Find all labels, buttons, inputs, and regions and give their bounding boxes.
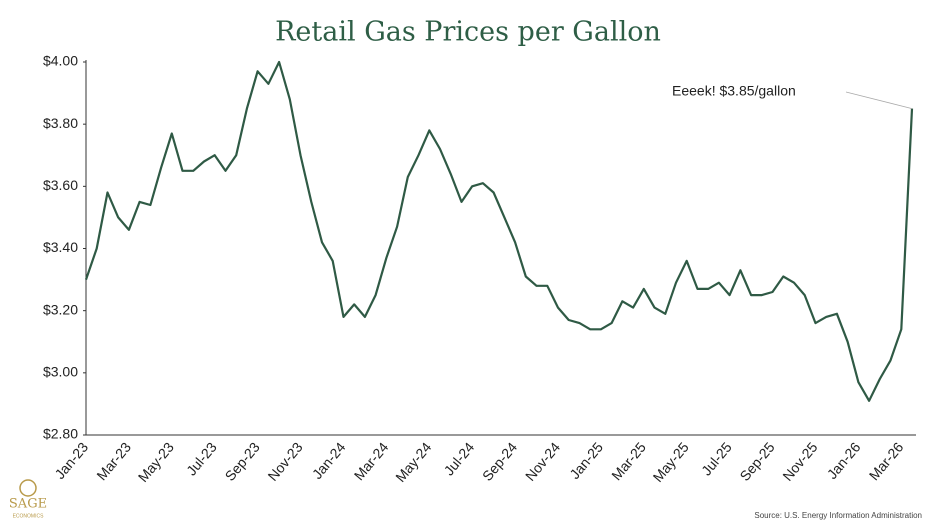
- y-tick-label: $2.80: [43, 426, 78, 442]
- source: Source: U.S. Energy Information Administ…: [754, 511, 922, 520]
- y-tick-label: $3.40: [43, 239, 78, 255]
- x-tick-label: Nov-25: [779, 439, 820, 484]
- x-tick-label: Mar-24: [351, 439, 392, 483]
- x-tick-label: May-23: [135, 439, 177, 485]
- x-tick-label: May-25: [650, 439, 692, 485]
- annotation-leader: [845, 91, 913, 110]
- x-tick-label: Sep-23: [221, 439, 262, 484]
- x-tick-label: Jul-25: [698, 439, 735, 479]
- x-tick-label: Jan-25: [566, 439, 606, 482]
- x-tick-label: Nov-24: [522, 439, 563, 484]
- x-tick-label: Jan-26: [824, 439, 864, 482]
- x-tick-label: Sep-25: [736, 439, 777, 484]
- annotation: Eeeek! $3.85/gallon: [672, 83, 796, 99]
- y-tick-label: $4.00: [43, 53, 78, 69]
- logo-mark: [19, 479, 37, 497]
- logo-tagline: ECONOMICS: [13, 513, 45, 519]
- x-tick-label: Sep-24: [479, 439, 520, 484]
- chart-title: Retail Gas Prices per Gallon: [275, 17, 661, 48]
- x-tick-label: Mar-26: [866, 439, 907, 483]
- x-tick-label: Mar-25: [608, 439, 649, 483]
- x-tick-label: Jul-24: [441, 439, 478, 479]
- price-line: [84, 60, 914, 402]
- x-tick-label: Jul-23: [183, 439, 220, 479]
- y-tick-label: $3.20: [43, 301, 78, 317]
- y-tick-label: $3.00: [43, 364, 78, 380]
- x-tick-label: May-24: [392, 439, 434, 485]
- y-tick-label: $3.80: [43, 115, 78, 131]
- x-tick-label: Jan-24: [309, 439, 349, 482]
- logo-name: SAGE: [9, 497, 47, 512]
- x-tick-label: Mar-23: [93, 439, 134, 483]
- x-tick-label: Nov-23: [264, 439, 305, 484]
- x-tick-label: Jan-23: [51, 439, 91, 482]
- y-tick-label: $3.60: [43, 177, 78, 193]
